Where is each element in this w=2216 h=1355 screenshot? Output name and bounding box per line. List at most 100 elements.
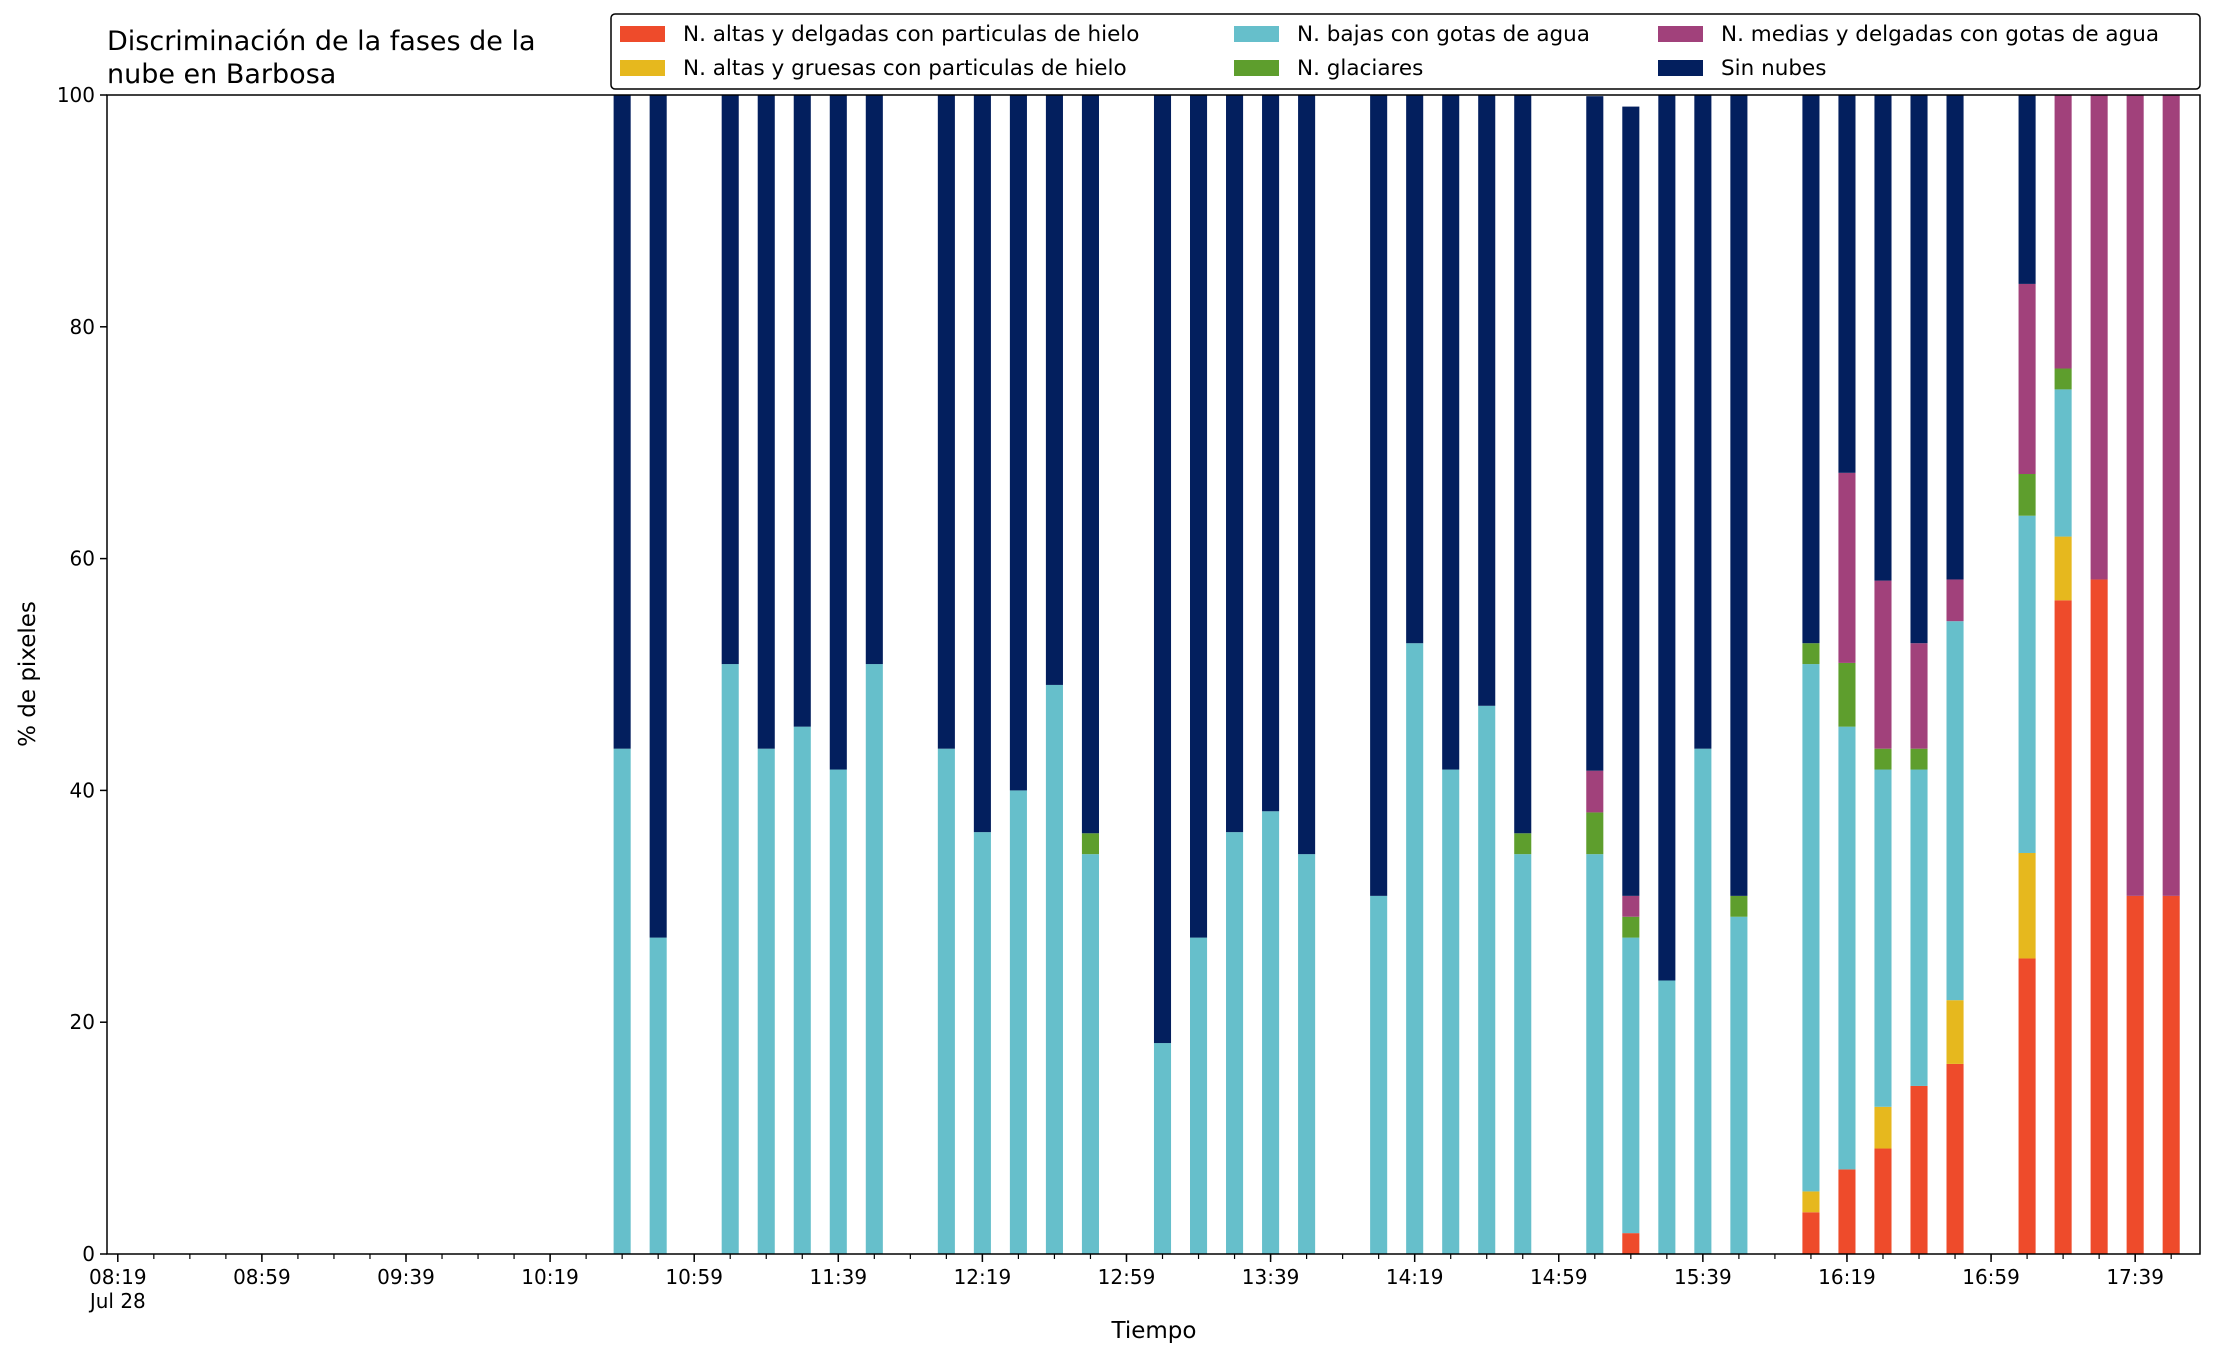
bar-segment [793,95,811,727]
bar-segment [973,832,991,1254]
bar-segment [1910,643,1928,749]
bar-segment [757,748,775,1254]
y-tick-label: 0 [82,1242,95,1266]
bar-segment [1622,106,1640,896]
y-axis-label: % de pixeles [15,601,41,747]
x-tick-label: 17:39 [2106,1265,2164,1289]
x-tick-label: 10:19 [521,1265,579,1289]
bar-segment [1946,579,1964,622]
legend-swatch [1234,26,1279,42]
x-tick-label: 16:19 [1818,1265,1876,1289]
bar-segment [613,95,631,749]
bar-segment [1586,854,1604,1254]
x-tick-label: 08:19 [89,1265,147,1289]
bar-segment [2126,95,2144,896]
bar-stacks [613,95,2180,1254]
bar-segment [1838,95,1856,473]
legend-entry-label: N. altas y gruesas con particulas de hie… [683,56,1127,81]
x-tick-label: 12:19 [954,1265,1012,1289]
bar-segment [2090,95,2108,580]
bar-segment [649,937,667,1254]
bar-segment [2090,579,2108,1254]
x-tick-label: 13:39 [1242,1265,1300,1289]
bar-segment [721,95,739,665]
bar-segment [1694,748,1712,1254]
bar-segment [2162,95,2180,896]
x-tick-label: 11:39 [809,1265,867,1289]
bar-segment [1226,95,1244,833]
bar-segment [2126,895,2144,1254]
bar-segment [829,769,847,1254]
bar-segment [1946,95,1964,580]
bar-segment [865,664,883,1254]
bar-segment [1514,854,1532,1254]
bar-segment [2018,473,2036,516]
bar-segment [1298,95,1316,855]
bar-segment [1874,580,1892,749]
bar-segment [1910,95,1928,644]
chart-title: Discriminación de la fases de la nube en… [107,26,536,90]
bar-segment [2054,368,2072,390]
bar-segment [1838,662,1856,727]
legend-entry-label: N. medias y delgadas con gotas de agua [1721,22,2159,47]
legend-entry-label: N. altas y delgadas con particulas de hi… [683,22,1139,47]
legend: N. altas y delgadas con particulas de hi… [610,13,2201,90]
bar-segment [1514,95,1532,834]
bar-segment [829,95,847,770]
bar-segment [1622,916,1640,938]
bar-segment [2018,283,2036,474]
bar-segment [1946,1063,1964,1254]
bar-segment [1730,916,1748,1254]
bar-segment [1874,769,1892,1107]
bar-segment [1406,643,1424,1254]
bar-segment [1802,95,1820,644]
bar-segment [1838,1169,1856,1254]
bar-segment [1442,769,1460,1254]
bar-segment [2018,852,2036,959]
bar-segment [1802,664,1820,1192]
bar-segment [1514,833,1532,855]
legend-swatch [1234,60,1279,76]
bar-segment [2054,389,2072,537]
x-tick-label: 08:59 [233,1265,291,1289]
bar-segment [2054,95,2072,369]
bar-segment [1874,95,1892,581]
legend-swatch [1658,26,1703,42]
bar-segment [1009,95,1027,791]
x-tick-label: 12:59 [1098,1265,1156,1289]
bar-segment [1622,1233,1640,1254]
bar-segment [1153,1043,1172,1254]
x-tick-label: 09:39 [377,1265,435,1289]
y-tick-label: 100 [57,83,95,107]
bar-segment [1226,832,1244,1254]
bar-segment [1406,95,1424,644]
x-tick-date-label: Jul 28 [88,1289,146,1313]
bar-segment [1586,770,1604,813]
bar-segment [2054,600,2072,1254]
plot-area-frame [106,94,2201,1255]
bar-segment [1298,854,1316,1254]
bar-segment [937,748,955,1254]
bar-segment [793,726,811,1254]
x-tick-label: 16:59 [1962,1265,2020,1289]
bar-segment [865,95,883,665]
y-tick-label: 20 [70,1010,95,1034]
bar-segment [1802,1212,1820,1254]
bar-segment [1946,1000,1964,1064]
x-tick-label: 14:19 [1386,1265,1444,1289]
bar-segment [2018,958,2036,1254]
legend-swatch [620,60,665,76]
bar-segment [1262,811,1280,1254]
legend-frame [610,13,2201,90]
bar-segment [2018,95,2036,284]
legend-entry-label: N. glaciares [1297,56,1423,81]
y-tick-label: 60 [70,547,95,571]
bar-segment [1045,95,1063,685]
y-tick-label: 40 [70,778,95,802]
bar-segment [1370,95,1388,896]
bar-segment [1478,95,1496,706]
y-tick-label: 80 [70,315,95,339]
x-tick-label: 15:39 [1674,1265,1732,1289]
bar-segment [1262,95,1280,812]
legend-entry-label: Sin nubes [1721,56,1826,81]
